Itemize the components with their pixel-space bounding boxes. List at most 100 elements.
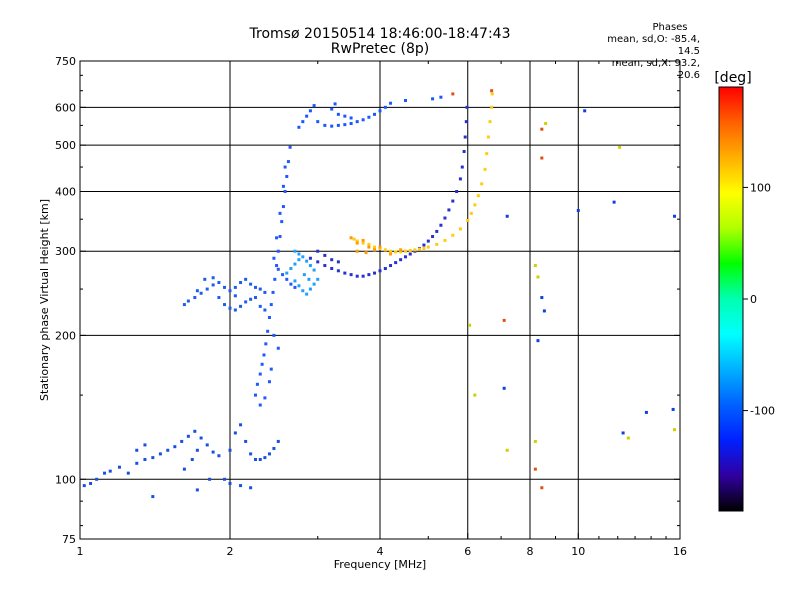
data-point (308, 256, 312, 260)
data-point (267, 380, 271, 384)
data-point (316, 277, 320, 281)
data-point (228, 448, 232, 452)
data-point (486, 135, 490, 139)
data-point (193, 429, 197, 433)
data-point (644, 410, 648, 414)
data-point (301, 120, 305, 124)
data-point (239, 304, 243, 308)
data-point (103, 471, 107, 475)
data-point (276, 249, 280, 253)
data-point (403, 99, 407, 103)
data-point (373, 248, 377, 252)
data-point (195, 488, 199, 492)
data-point (283, 165, 287, 169)
data-point (355, 241, 359, 245)
data-point (193, 296, 197, 300)
data-point (223, 477, 227, 481)
y-tick-label: 100 (55, 473, 76, 486)
data-point (143, 457, 147, 461)
data-point (278, 211, 282, 215)
data-point (399, 248, 403, 252)
x-axis-label: Frequency [MHz] (334, 558, 426, 571)
data-point (276, 346, 280, 350)
data-point (383, 267, 387, 271)
data-point (286, 160, 290, 164)
data-point (349, 273, 353, 277)
data-point (95, 477, 99, 481)
data-point (536, 275, 540, 279)
y-tick-label: 500 (55, 139, 76, 152)
data-point (271, 290, 275, 294)
data-point (275, 236, 279, 240)
data-point (269, 367, 273, 371)
data-point (258, 457, 262, 461)
data-point (199, 291, 203, 295)
data-point (289, 267, 293, 271)
data-point (272, 333, 276, 337)
data-point (483, 167, 487, 171)
data-point (308, 264, 312, 268)
data-point (502, 386, 506, 390)
data-point (389, 249, 393, 253)
data-point (403, 255, 407, 259)
data-point (621, 431, 625, 435)
data-point (312, 282, 316, 286)
x-tick-label: 2 (227, 545, 234, 558)
colorbar-label: [deg] (714, 70, 751, 86)
data-point (485, 152, 489, 156)
data-point (626, 436, 630, 440)
data-point (228, 481, 232, 485)
data-point (190, 457, 194, 461)
data-point (465, 105, 469, 109)
data-point (323, 264, 327, 268)
data-point (302, 273, 306, 277)
data-point (505, 448, 509, 452)
data-point (389, 252, 393, 256)
data-point (281, 205, 285, 209)
data-point (264, 342, 268, 346)
data-point (671, 407, 675, 411)
data-point (239, 484, 243, 488)
data-point (399, 258, 403, 262)
data-point (217, 281, 221, 285)
data-point (361, 241, 365, 245)
data-point (469, 211, 473, 215)
data-point (297, 258, 301, 262)
chart-subtitle: RwPretec (8p) (330, 41, 430, 57)
data-point (343, 271, 347, 275)
data-point (281, 273, 285, 277)
data-point (330, 267, 334, 271)
data-point (367, 242, 371, 246)
data-point (308, 287, 312, 291)
data-point (186, 299, 190, 303)
data-point (378, 245, 382, 249)
phases-x-stats: mean, sd,X: 93.2, 20.6 (611, 58, 700, 81)
data-point (378, 269, 382, 273)
data-point (476, 194, 480, 198)
data-point (490, 92, 494, 96)
grid-lines (80, 61, 680, 539)
data-point (435, 229, 439, 233)
data-point (451, 199, 455, 203)
data-point (336, 260, 340, 264)
data-point (135, 461, 139, 465)
data-point (383, 248, 387, 252)
data-point (343, 123, 347, 127)
data-point (255, 382, 259, 386)
data-point (244, 439, 248, 443)
data-point (263, 456, 267, 460)
data-point (258, 287, 262, 291)
data-point (364, 251, 368, 255)
data-point (373, 271, 377, 275)
data-point (673, 214, 677, 218)
data-point (239, 423, 243, 427)
data-point (297, 284, 301, 288)
data-point (408, 252, 412, 256)
data-point (540, 127, 544, 131)
data-point (173, 445, 177, 449)
x-tick-label: 4 (377, 545, 384, 558)
data-point (488, 120, 492, 124)
data-point (288, 145, 292, 149)
data-point (307, 277, 311, 281)
data-point (533, 264, 537, 268)
